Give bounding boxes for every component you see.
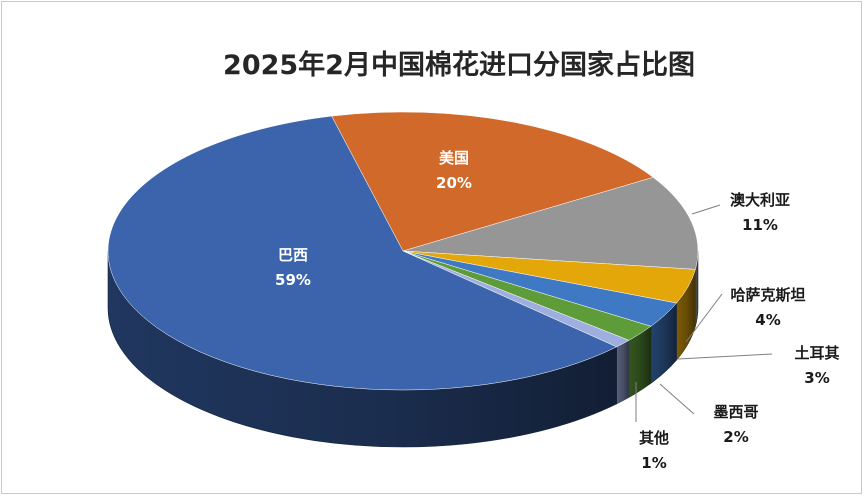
- slice-4-leader-line: [677, 353, 773, 360]
- slice-2-percent-label: 11%: [742, 216, 778, 234]
- chart-title: 2025年2月中国棉花进口分国家占比图: [223, 49, 695, 81]
- slice-1-wedge: [331, 111, 654, 252]
- slice-3-category-label: 哈萨克斯坦: [730, 286, 805, 304]
- slice-2-category-label: 澳大利亚: [730, 191, 790, 209]
- slice-2-wedge: [402, 177, 699, 270]
- slice-2-leader-line: [691, 204, 721, 215]
- slice-3-leader-line: [685, 293, 723, 343]
- slice-7-percent-label: 59%: [275, 271, 311, 289]
- slice-5-leader-line: [659, 383, 695, 415]
- slice-3-percent-label: 4%: [755, 311, 780, 329]
- slice-6-percent-label: 1%: [641, 454, 666, 472]
- slice-5-category-label: 墨西哥: [713, 403, 758, 421]
- slice-4-percent-label: 3%: [804, 369, 829, 387]
- slice-4-category-label: 土耳其: [794, 344, 839, 362]
- slice-6-category-label: 其他: [639, 429, 669, 447]
- slice-7-wedge: [107, 115, 618, 391]
- slice-1-category-label: 美国: [439, 149, 469, 167]
- slice-7-category-label: 巴西: [278, 246, 308, 264]
- slice-1-percent-label: 20%: [436, 174, 472, 192]
- pie-labels: 美国 20% 澳大利亚 11% 哈萨克斯坦 4% 土耳其 3% 墨西哥 2% 其他 1% 巴西 59%: [275, 149, 839, 472]
- pie-top: [107, 111, 699, 391]
- slice-6-side: [616, 339, 630, 405]
- leader-lines: [635, 204, 773, 422]
- slice-5-percent-label: 2%: [723, 428, 748, 446]
